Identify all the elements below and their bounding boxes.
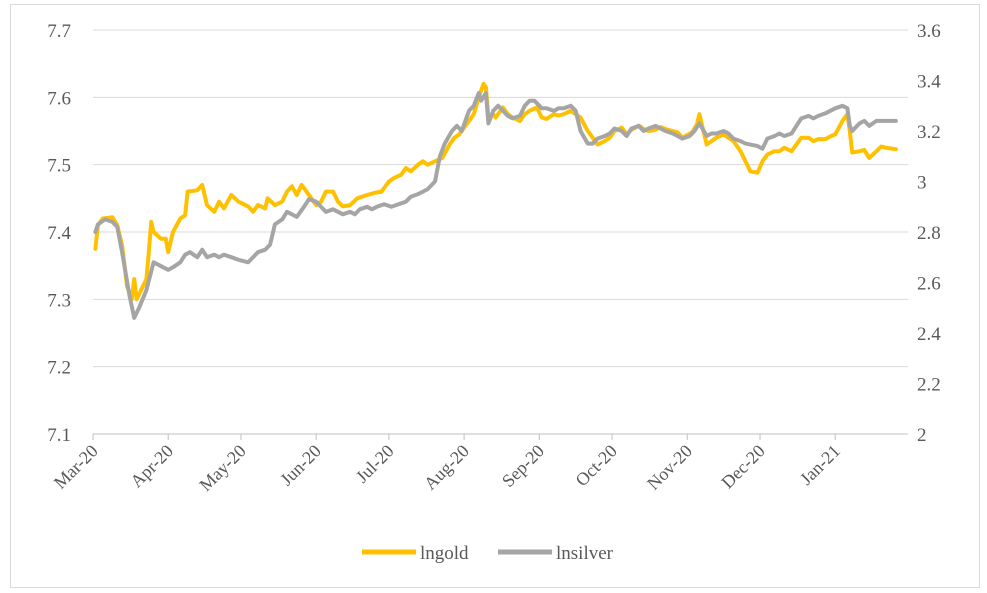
right-tick-label: 2.8 [917,223,941,244]
x-tick-label: Nov-20 [643,441,696,494]
x-axis: Mar-20 Apr-20 May-20 Jun-20 Jul-20 Aug-20 Sep-… [50,433,908,495]
x-tick-label: Jan-21 [796,441,844,489]
x-tick-label: Sep-20 [498,441,548,491]
x-tick-label: Jun-20 [276,441,325,490]
left-tick-label: 7.5 [47,156,71,177]
gridlines [93,29,908,368]
chart-frame [10,4,980,588]
right-tick-label: 2.6 [917,274,941,295]
right-axis-ticks: 2 2.2 2.4 2.6 2.8 3 3.2 3.4 3.6 [917,21,941,446]
right-tick-label: 3.6 [917,21,941,42]
right-tick-label: 3.2 [917,122,941,143]
legend-label-lnsilver: lnsilver [556,543,614,564]
x-tick-label: Jul-20 [352,441,398,487]
left-tick-label: 7.6 [47,88,71,109]
series-lines [93,81,898,320]
series-line-lngold [93,81,898,302]
right-tick-label: 2.2 [917,375,941,396]
x-tick-label: Mar-20 [50,441,102,493]
x-tick-label: Oct-20 [571,441,620,490]
legend: lngold lnsilver [362,543,614,564]
right-tick-label: 3 [917,173,927,194]
right-tick-label: 2.4 [917,324,941,345]
left-tick-label: 7.7 [47,21,71,42]
left-axis-ticks: 7.1 7.2 7.3 7.4 7.5 7.6 7.7 [47,21,71,446]
right-tick-label: 2 [917,425,927,446]
x-tick-label: May-20 [195,441,249,495]
left-tick-label: 7.1 [47,425,71,446]
x-tick-label: Aug-20 [420,441,473,494]
x-tick-label: Dec-20 [717,441,769,493]
left-tick-label: 7.2 [47,358,71,379]
left-tick-label: 7.3 [47,290,71,311]
right-tick-label: 3.4 [917,72,941,93]
series-line-lnsilver [93,91,898,320]
x-tick-label: Apr-20 [126,441,177,492]
legend-label-lngold: lngold [420,543,469,564]
left-tick-label: 7.4 [47,223,71,244]
